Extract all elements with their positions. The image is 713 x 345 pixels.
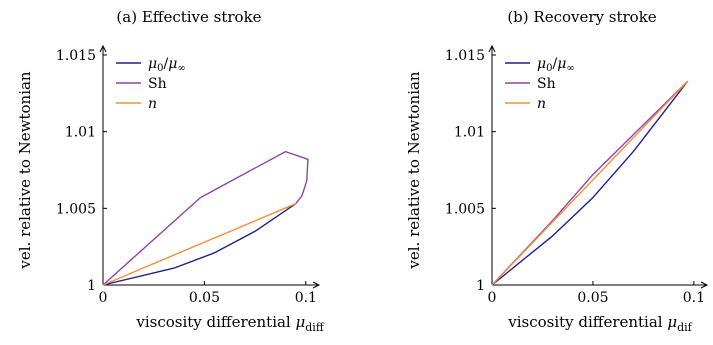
- x-axis-label: viscosity differential μdiff: [135, 313, 324, 334]
- x-axis-label-symbol: μ: [663, 313, 678, 331]
- x-axis-label-text: viscosity differential: [135, 313, 291, 331]
- x-tick-label: 0: [488, 290, 497, 306]
- axes: [99, 44, 321, 289]
- chart-effective-stroke: (a) Effective stroke 0 0.05 0.1 1 1.005 1.01 1.…: [16, 8, 325, 334]
- x-axis-label-symbol: μ: [291, 313, 306, 331]
- x-axis-arrow: [312, 281, 321, 289]
- x-axis-label-subscript: dif: [677, 321, 693, 334]
- series-line-sh: [102, 150, 309, 286]
- axes: [488, 44, 709, 289]
- x-tick-label: 0.05: [577, 290, 608, 306]
- y-axis-arrow: [99, 44, 107, 53]
- series-line-mu-ratio: [102, 203, 297, 286]
- x-axis-label-text: viscosity differential: [507, 313, 663, 331]
- y-tick-label: 1.015: [56, 48, 96, 64]
- y-axis-arrow: [488, 44, 496, 53]
- y-tick-label: 1: [87, 278, 96, 294]
- legend-label: n: [537, 96, 546, 112]
- x-axis-label-subscript: diff: [305, 321, 325, 334]
- legend-label: n: [148, 96, 157, 112]
- y-tick-label: 1: [476, 278, 485, 294]
- legend-label: Sh: [148, 76, 167, 92]
- legend: μ0/μ∞ Sh n: [116, 56, 186, 112]
- legend-label: Sh: [537, 76, 556, 92]
- x-tick-label: 0.1: [295, 290, 317, 306]
- series-line-mu-ratio: [491, 80, 689, 286]
- series-line-n: [491, 80, 689, 286]
- x-tick-label: 0.1: [683, 290, 705, 306]
- y-tick-label: 1.015: [445, 48, 485, 64]
- legend: μ0/μ∞ Sh n: [505, 56, 575, 112]
- x-axis-label: viscosity differential μdif: [507, 313, 692, 334]
- y-tick-label: 1.01: [65, 125, 96, 141]
- x-axis-arrow: [700, 281, 709, 289]
- legend-label: μ0/μ∞: [537, 56, 575, 74]
- legend-label: μ0/μ∞: [148, 56, 186, 74]
- x-tick-label: 0: [99, 290, 108, 306]
- y-tick-label: 1.005: [56, 201, 96, 217]
- chart-recovery-stroke: (b) Recovery stroke 0 0.05 0.1 1 1.005 1.01 1.0…: [405, 8, 709, 334]
- x-tick-label: 0.05: [189, 290, 220, 306]
- series-line-n: [102, 203, 296, 286]
- y-tick-label: 1.005: [445, 201, 485, 217]
- chart-title: (b) Recovery stroke: [507, 8, 656, 26]
- y-tick-label: 1.01: [454, 125, 485, 141]
- y-axis-label: vel. relative to Newtonian: [16, 71, 34, 270]
- chart-title: (a) Effective stroke: [116, 8, 261, 26]
- y-axis-label: vel. relative to Newtonian: [405, 71, 423, 270]
